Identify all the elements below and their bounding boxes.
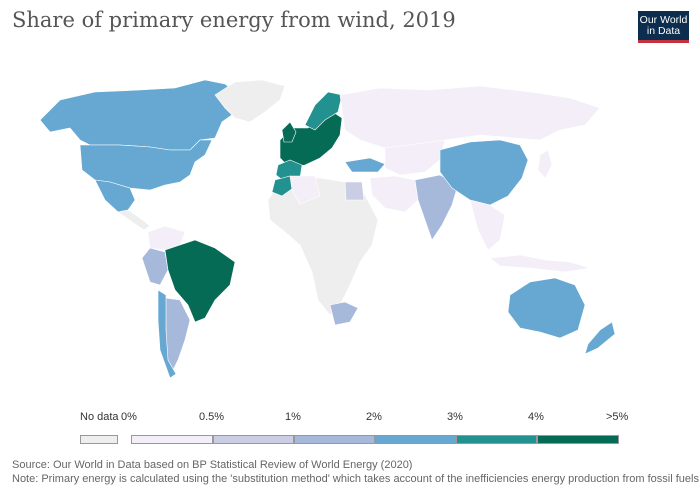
legend-tick: 0% bbox=[121, 411, 137, 423]
legend-bin[interactable] bbox=[131, 435, 213, 444]
legend-tick: >5% bbox=[606, 411, 629, 423]
legend-bin[interactable] bbox=[537, 435, 619, 444]
region-middle-east[interactable] bbox=[369, 175, 419, 213]
legend-no-data-label: No data bbox=[80, 411, 119, 423]
region-new-zealand[interactable] bbox=[584, 321, 616, 355]
chart-title: Share of primary energy from wind, 2019 bbox=[12, 8, 456, 32]
region-peru[interactable] bbox=[141, 247, 169, 286]
legend-tick: 2% bbox=[366, 411, 382, 423]
region-south-africa[interactable] bbox=[329, 301, 359, 326]
region-central-america bbox=[117, 209, 151, 231]
logo-line-2: in Data bbox=[646, 25, 681, 37]
region-japan[interactable] bbox=[537, 149, 553, 179]
region-brazil[interactable] bbox=[164, 239, 236, 323]
legend-tick: 0.5% bbox=[199, 411, 225, 423]
legend-bin[interactable] bbox=[375, 435, 456, 444]
source-note: Source: Our World in Data based on BP St… bbox=[12, 459, 413, 471]
legend-tick: 1% bbox=[285, 411, 301, 423]
region-australia[interactable] bbox=[507, 277, 586, 339]
region-china[interactable] bbox=[439, 139, 529, 206]
region-egypt[interactable] bbox=[344, 181, 365, 201]
world-map bbox=[39, 79, 616, 379]
region-africa bbox=[267, 177, 379, 316]
region-mexico[interactable] bbox=[94, 179, 136, 213]
region-southeast-asia[interactable] bbox=[469, 199, 506, 251]
legend-bin[interactable] bbox=[294, 435, 375, 444]
legend-tick: 4% bbox=[528, 411, 544, 423]
legend-tick: 3% bbox=[447, 411, 463, 423]
logo-line-1: Our World bbox=[639, 14, 688, 26]
legend-no-data-swatch bbox=[80, 435, 118, 444]
region-central-asia[interactable] bbox=[384, 139, 446, 176]
region-chile[interactable] bbox=[157, 289, 177, 379]
region-russia[interactable] bbox=[339, 85, 601, 149]
legend-bin[interactable] bbox=[456, 435, 537, 444]
region-algeria[interactable] bbox=[289, 175, 321, 205]
region-greenland bbox=[214, 79, 286, 123]
legend-bin[interactable] bbox=[213, 435, 294, 444]
region-canada[interactable] bbox=[39, 79, 241, 151]
region-indonesia[interactable] bbox=[489, 254, 591, 273]
color-legend: No data 0% 0.5% 1% 2% 3% 4% >5% bbox=[0, 408, 699, 448]
region-morocco[interactable] bbox=[271, 175, 297, 197]
region-scandinavia[interactable] bbox=[304, 91, 343, 131]
region-turkey[interactable] bbox=[344, 157, 386, 173]
region-uk[interactable] bbox=[281, 121, 297, 143]
footnote: Note: Primary energy is calculated using… bbox=[12, 473, 699, 485]
owid-logo[interactable]: Our World in Data bbox=[638, 11, 689, 43]
